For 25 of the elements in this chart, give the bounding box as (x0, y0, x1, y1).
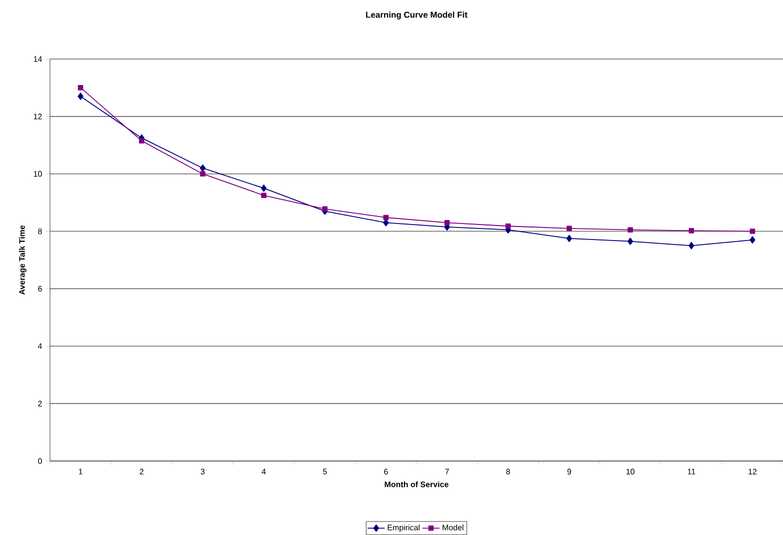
legend-label: Empirical (388, 524, 420, 532)
x-tick-label: 5 (322, 468, 327, 474)
x-tick-label: 10 (626, 468, 634, 474)
x-tick-label: 7 (445, 468, 449, 474)
y-tick-label: 8 (38, 228, 42, 234)
y-tick-label: 10 (34, 171, 42, 177)
y-tick-label: 14 (34, 56, 42, 62)
x-axis-title: Month of Service (384, 481, 448, 488)
x-tick-label: 11 (688, 468, 696, 474)
x-tick-label: 9 (567, 468, 572, 474)
x-tick-label: 8 (506, 468, 510, 474)
y-tick-label: 2 (38, 400, 42, 406)
x-tick-label: 6 (384, 468, 388, 474)
chart-title: Learning Curve Model Fit (366, 11, 468, 20)
y-tick-label: 0 (38, 458, 42, 464)
x-tick-label: 2 (140, 468, 144, 474)
y-tick-label: 12 (34, 114, 42, 120)
y-tick-label: 6 (38, 286, 42, 292)
x-tick-label: 12 (748, 468, 757, 474)
x-tick-label: 3 (200, 468, 205, 474)
x-tick-label: 1 (78, 468, 82, 474)
x-tick-label: 4 (262, 468, 266, 474)
y-axis-title: Average Talk Time (18, 225, 26, 295)
legend-label: Model (442, 524, 464, 530)
y-tick-label: 4 (38, 343, 42, 349)
